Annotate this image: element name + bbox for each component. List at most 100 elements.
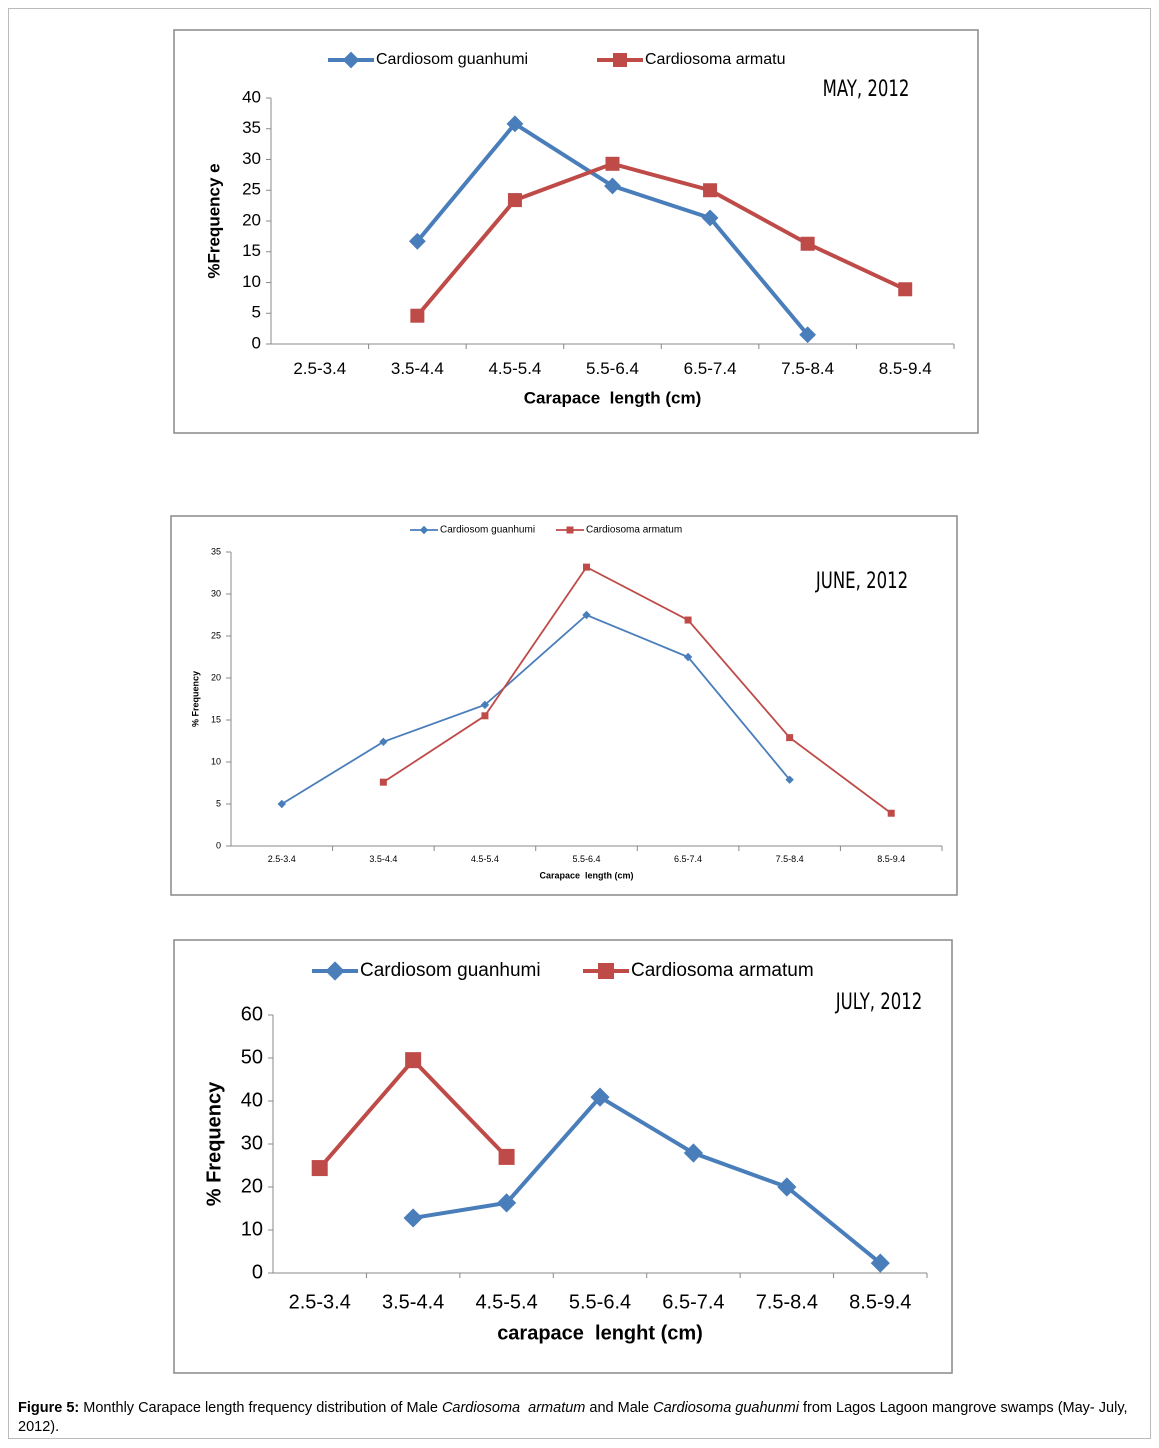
series-line xyxy=(382,565,892,814)
chart-frame xyxy=(173,939,953,1374)
marker xyxy=(379,778,387,786)
y-tick-label: 30 xyxy=(211,588,221,598)
y-tick-label: 15 xyxy=(242,241,261,260)
chart-frame xyxy=(173,29,979,434)
x-tick-label: 3.5-4.4 xyxy=(382,1291,444,1313)
marker xyxy=(604,177,621,195)
marker xyxy=(277,799,286,809)
x-tick-label: 6.5-7.4 xyxy=(684,359,737,378)
y-tick-label: 10 xyxy=(242,272,261,291)
x-tick-label: 8.5-9.4 xyxy=(879,359,932,378)
marker xyxy=(408,232,426,250)
chart: 0 10 20 30 40 50 60 2.5-3.4 3.5-4.4 4.5-5.4 5.5-6.… xyxy=(173,939,953,1374)
x-tick-label: 2.5-3.4 xyxy=(268,854,296,864)
y-tick-label: 40 xyxy=(242,87,261,106)
y-tick-label: 5 xyxy=(216,798,221,808)
marker xyxy=(311,1160,328,1177)
y-tick-label: 0 xyxy=(252,1261,263,1283)
y-tick-label: 20 xyxy=(241,1175,263,1197)
x-tick-label: 5.5-6.4 xyxy=(572,854,600,864)
series-line xyxy=(415,161,907,317)
y-tick-label: 20 xyxy=(211,672,221,682)
x-tick-label: 4.5-5.4 xyxy=(475,1291,537,1313)
x-axis-label: Carapace length (cm) xyxy=(539,870,633,880)
x-tick-label: 3.5-4.4 xyxy=(369,854,397,864)
y-tick-label: 60 xyxy=(241,1003,263,1025)
legend-marker xyxy=(598,963,614,979)
marker xyxy=(379,737,388,747)
marker xyxy=(800,236,815,251)
x-tick-label: 4.5-5.4 xyxy=(488,359,541,378)
marker xyxy=(703,183,718,198)
caption-part: Cardiosoma armatum xyxy=(441,1400,586,1416)
legend-marker xyxy=(419,525,429,535)
caption-part: Monthly Carapace length frequency distri… xyxy=(79,1400,442,1416)
y-tick-label: 30 xyxy=(242,149,261,168)
series-line xyxy=(412,1094,882,1265)
marker xyxy=(799,326,817,344)
marker xyxy=(582,610,591,620)
x-tick-label: 7.5-8.4 xyxy=(756,1291,818,1313)
x-tick-label: 5.5-6.4 xyxy=(586,359,639,378)
y-tick-label: 0 xyxy=(216,840,221,850)
marker xyxy=(498,1148,515,1165)
y-tick-label: 30 xyxy=(241,1132,263,1154)
marker xyxy=(870,1253,890,1273)
legend-label: Cardiosoma armatum xyxy=(586,525,682,536)
legend-label: Cardiosom guanhumi xyxy=(360,960,541,981)
marker xyxy=(506,115,524,133)
x-tick-label: 4.5-5.4 xyxy=(471,854,499,864)
y-tick-label: 15 xyxy=(211,714,221,724)
legend-label: Cardiosom guanhumi xyxy=(440,525,535,536)
y-tick-label: 0 xyxy=(252,333,261,352)
y-axis-label: % Frequency xyxy=(203,1081,225,1206)
chart-frame xyxy=(170,515,958,896)
annotation: JUNE, 2012 xyxy=(815,568,908,594)
annotation: MAY, 2012 xyxy=(823,76,910,102)
x-tick-label: 5.5-6.4 xyxy=(569,1291,631,1313)
x-tick-label: 8.5-9.4 xyxy=(877,854,905,864)
y-tick-label: 10 xyxy=(211,756,221,766)
legend-marker xyxy=(342,51,360,69)
y-tick-label: 5 xyxy=(252,303,261,322)
legend-label: Cardiosom guanhumi xyxy=(376,51,528,68)
y-tick-label: 40 xyxy=(241,1089,263,1111)
caption-part: Figure 5: xyxy=(18,1400,80,1416)
y-tick-label: 20 xyxy=(242,210,261,229)
marker xyxy=(405,1052,422,1069)
marker xyxy=(684,616,692,624)
y-tick-label: 35 xyxy=(242,118,261,137)
caption: Figure 5: Monthly Carapace length freque… xyxy=(18,1399,1143,1437)
marker xyxy=(583,563,590,571)
y-axis-label: %Frequency e xyxy=(204,163,223,278)
marker xyxy=(683,1143,704,1163)
chart: 0 5 10 15 20 25 30 35 2.5-3.4 3.5-4.4 4.5-5.4 5.5-6… xyxy=(170,515,958,896)
marker xyxy=(898,282,913,297)
marker xyxy=(777,1177,797,1197)
marker xyxy=(683,652,693,662)
annotation: JULY, 2012 xyxy=(835,989,922,1015)
x-tick-label: 7.5-8.4 xyxy=(776,854,804,864)
marker xyxy=(496,1193,517,1213)
y-tick-label: 50 xyxy=(241,1046,263,1068)
legend-marker xyxy=(566,526,574,534)
caption-part: from Lagos Lagoon mangrove swamps (May- … xyxy=(18,1400,1132,1435)
legend-marker xyxy=(613,53,627,67)
x-tick-label: 2.5-3.4 xyxy=(293,359,346,378)
x-tick-label: 6.5-7.4 xyxy=(674,854,702,864)
chart: 0 5 10 15 20 25 30 35 40 2.5-3.4 3.5-4.4 4.5-5.4 5.5… xyxy=(173,29,979,434)
x-tick-label: 2.5-3.4 xyxy=(289,1291,351,1313)
marker xyxy=(785,775,794,784)
y-tick-label: 25 xyxy=(242,180,261,199)
y-axis-label: % Frequency xyxy=(190,671,200,727)
marker xyxy=(887,809,895,817)
marker xyxy=(480,700,490,710)
caption-part: Cardiosoma guahunmi xyxy=(653,1400,799,1416)
x-tick-label: 3.5-4.4 xyxy=(391,359,444,378)
legend-marker xyxy=(325,961,345,981)
marker xyxy=(481,712,489,720)
marker xyxy=(786,734,794,742)
marker xyxy=(590,1087,610,1107)
